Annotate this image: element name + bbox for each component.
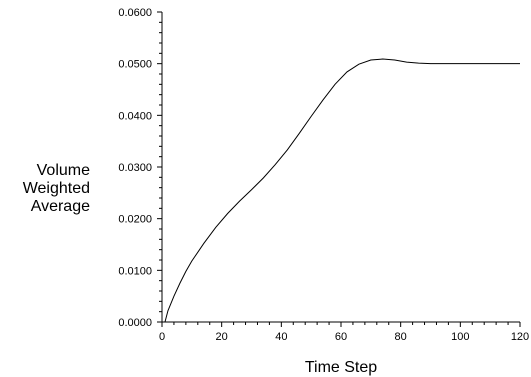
y-tick-label: 0.0400 — [118, 110, 152, 122]
x-tick-label: 60 — [335, 331, 347, 343]
y-tick-label: 0.0100 — [118, 265, 152, 277]
x-tick-label: 20 — [216, 331, 228, 343]
x-axis-title: Time Step — [305, 359, 377, 376]
series-line — [164, 58, 520, 323]
y-tick-label: 0.0000 — [118, 317, 152, 329]
y-tick-label: 0.0600 — [118, 7, 152, 19]
y-axis-title: Volume Weighted Average — [23, 162, 90, 215]
x-ticks: 0 20 40 60 80 100 120 — [159, 322, 529, 343]
x-tick-label: 40 — [275, 331, 287, 343]
y-tick-label: 0.0500 — [118, 59, 152, 71]
x-tick-label: 100 — [451, 331, 469, 343]
y-axis-title-line-3: Average — [31, 198, 90, 215]
x-tick-label: 120 — [511, 331, 529, 343]
y-tick-label: 0.0300 — [118, 162, 152, 174]
y-axis-title-line-1: Volume — [37, 162, 90, 179]
y-tick-label: 0.0200 — [118, 214, 152, 226]
y-axis-title-line-2: Weighted — [23, 180, 90, 197]
y-ticks: 0.0000 0.0100 0.0200 0.0300 0.0400 0.0500 0.06… — [118, 7, 162, 329]
x-tick-label: 80 — [395, 331, 407, 343]
x-axis: 0 20 40 60 80 100 120 — [159, 321, 529, 343]
y-axis: 0.0000 0.0100 0.0200 0.0300 0.0400 0.0500 0.06… — [118, 7, 163, 329]
x-tick-label: 0 — [159, 331, 165, 343]
